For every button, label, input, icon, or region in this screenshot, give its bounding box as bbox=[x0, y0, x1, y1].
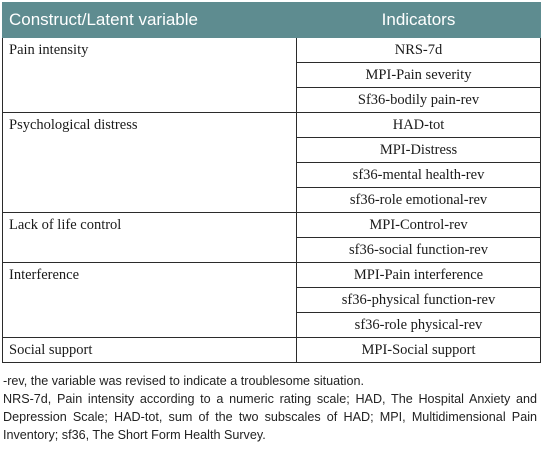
indicators-table-container: Construct/Latent variable Indicators Pai… bbox=[2, 2, 541, 363]
table-row: Sf36-bodily pain-rev bbox=[3, 87, 541, 113]
construct-cell: Lack of life control bbox=[2, 212, 297, 263]
table-row: sf36-role physical-rev bbox=[3, 312, 541, 338]
indicator-cell: sf36-role emotional-rev bbox=[296, 187, 541, 213]
construct-cell: Social support bbox=[2, 337, 297, 363]
header-construct: Construct/Latent variable bbox=[2, 2, 297, 38]
indicator-cell: MPI-Control-rev bbox=[296, 212, 541, 238]
table-footnotes: -rev, the variable was revised to indica… bbox=[3, 372, 537, 444]
indicator-cell: sf36-physical function-rev bbox=[296, 287, 541, 313]
indicator-cell: MPI-Social support bbox=[296, 337, 541, 363]
table-row: Psychological distress HAD-tot bbox=[2, 112, 541, 213]
table-row: sf36-social function-rev bbox=[3, 237, 541, 263]
indicator-cell: MPI-Pain interference bbox=[296, 262, 541, 288]
table-row: MPI-Pain severity bbox=[3, 62, 541, 88]
indicator-cell: NRS-7d bbox=[296, 37, 541, 63]
indicator-cell: MPI-Distress bbox=[296, 137, 541, 163]
indicator-cell: sf36-social function-rev bbox=[296, 237, 541, 263]
construct-cell: Interference bbox=[2, 262, 297, 338]
construct-cell: Pain intensity bbox=[2, 37, 297, 113]
table-row: Interference MPI-Pain interference bbox=[2, 262, 541, 338]
indicator-cell: MPI-Pain severity bbox=[296, 62, 541, 88]
construct-cell: Psychological distress bbox=[2, 112, 297, 213]
indicator-cell: Sf36-bodily pain-rev bbox=[296, 87, 541, 113]
table-row: Social support MPI-Social support bbox=[2, 337, 541, 363]
table-row: Lack of life control MPI-Control-rev bbox=[2, 212, 541, 263]
table-row: sf36-mental health-rev bbox=[3, 162, 541, 188]
footnote-abbreviations: NRS-7d, Pain intensity according to a nu… bbox=[3, 392, 537, 442]
indicator-cell: sf36-role physical-rev bbox=[296, 312, 541, 338]
indicator-cell: sf36-mental health-rev bbox=[296, 162, 541, 188]
table-row: Pain intensity NRS-7d bbox=[2, 37, 541, 113]
footnote-rev: -rev, the variable was revised to indica… bbox=[3, 374, 364, 388]
table-header-row: Construct/Latent variable Indicators bbox=[2, 2, 541, 38]
indicators-table: Construct/Latent variable Indicators Pai… bbox=[2, 2, 541, 363]
indicator-cell: HAD-tot bbox=[296, 112, 541, 138]
table-row: sf36-role emotional-rev bbox=[3, 187, 541, 213]
header-indicators: Indicators bbox=[296, 2, 541, 38]
table-row: sf36-physical function-rev bbox=[3, 287, 541, 313]
